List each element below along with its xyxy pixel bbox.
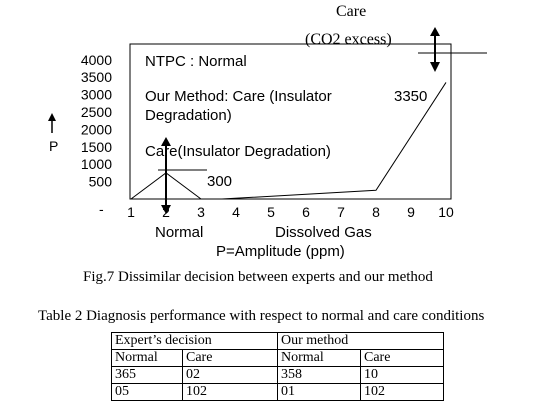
table-cell: 365	[111, 366, 183, 384]
table-group-header: Our method	[277, 332, 444, 350]
arrow-up-icon	[430, 27, 440, 36]
table-subheader: Normal	[111, 349, 183, 367]
y-axis-dash: -	[99, 201, 104, 217]
table-subheader: Care	[360, 349, 444, 367]
plot-frame	[129, 43, 452, 200]
x-tick-label: 7	[337, 204, 345, 220]
x-tick-label: 5	[267, 204, 275, 220]
y-tick-label: 3500	[81, 69, 112, 85]
annotation-3350: 3350	[394, 88, 427, 105]
table-cell: 102	[360, 383, 444, 401]
x-axis-title: P=Amplitude (ppm)	[216, 243, 345, 260]
series-line-1	[131, 82, 447, 200]
figure-caption: Fig.7 Dissimilar decision between expert…	[83, 269, 433, 285]
x-tick-label: 4	[232, 204, 240, 220]
y-tick-label: 500	[89, 174, 113, 190]
table-header-row: Expert’s decision Our method	[111, 332, 444, 350]
annotation-our-method-cont: Degradation)	[145, 107, 232, 124]
table-group-header: Expert’s decision	[111, 332, 278, 350]
x-tick-label: 6	[302, 204, 310, 220]
table-row: 05 102 01 102	[111, 383, 444, 401]
table-cell: 02	[182, 366, 278, 384]
annotation-care-insulator: Care(Insulator Degradation)	[145, 143, 331, 160]
x-tick-label: 3	[197, 204, 205, 220]
annotation-dissolved-gas: Dissolved Gas	[275, 224, 372, 241]
x-tick-label: 9	[407, 204, 415, 220]
table-row: 365 02 358 10	[111, 366, 444, 384]
annotation-our-method: Our Method: Care (Insulator	[145, 88, 332, 105]
annotation-ntpc: NTPC : Normal	[145, 53, 247, 70]
up-arrow-icon	[48, 113, 56, 121]
table-cell: 10	[360, 366, 444, 384]
table-subheader-row: Normal Care Normal Care	[111, 349, 444, 367]
y-tick-label: 2000	[81, 121, 112, 137]
table-cell: 01	[277, 383, 361, 401]
diagnosis-table: Expert’s decision Our method Normal Care…	[111, 332, 444, 401]
annotation-300: 300	[207, 173, 232, 190]
y-tick-label: 2500	[81, 104, 112, 120]
table-cell: 102	[182, 383, 278, 401]
x-tick-label: 10	[438, 204, 454, 220]
arrow-down-icon	[430, 62, 440, 72]
x-tick-label: 1	[127, 204, 135, 220]
annotation-co2-excess: (CO2 excess)	[305, 31, 392, 48]
x-tick-label: 8	[372, 204, 380, 220]
table-subheader: Care	[182, 349, 278, 367]
y-axis-label: P	[49, 138, 58, 154]
table-subheader: Normal	[277, 349, 361, 367]
arrow-up-icon	[161, 137, 171, 146]
y-tick-label: 3000	[81, 87, 112, 103]
table-title: Table 2 Diagnosis performance with respe…	[38, 308, 485, 324]
table-cell: 358	[277, 366, 361, 384]
arrow-down-icon	[161, 205, 171, 214]
figure-chart: 1234567891050010001500200025003000350040…	[48, 3, 487, 260]
y-tick-label: 1500	[81, 139, 112, 155]
y-tick-label: 4000	[81, 52, 112, 68]
y-tick-label: 1000	[81, 156, 112, 172]
annotation-care-top: Care	[336, 3, 366, 20]
annotation-normal: Normal	[155, 224, 203, 241]
table-cell: 05	[111, 383, 183, 401]
